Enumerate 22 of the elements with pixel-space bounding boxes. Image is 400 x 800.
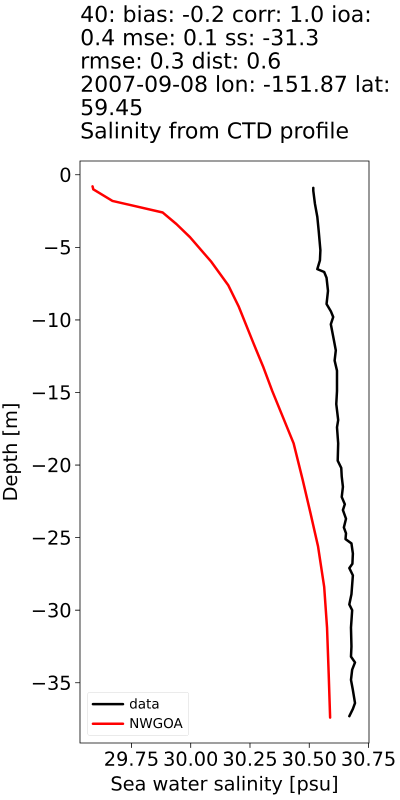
line-series [312,186,356,718]
y-tick-label: 0 [60,167,70,182]
legend-label: NWGOA [130,718,183,728]
y-tick-label: −35 [32,675,70,690]
y-tick-label: −10 [32,312,70,328]
y-tick-label: −30 [32,602,70,618]
y-tick-label: −5 [45,240,70,255]
y-tick-label: −25 [32,530,70,545]
chart-subtitle: 40: bias: -0.2 corr: 1.0 ioa: 0.4 mse: 0.1 ss: -31.3 rmse: 0.3 dist: 0.6 [81,5,370,69]
text: 2007-09-08 lon: -151.87 lat: 59.45 [82,75,388,116]
y-axis-title: Depth [m] [2,404,22,500]
x-axis-title: Sea water salinity [psu] [112,776,337,795]
chart-title: Salinity from CTD profile [82,122,348,143]
x-tick-label: 30.75 [342,751,394,766]
y-tick-label: −15 [32,385,70,400]
legend-label: data [130,698,158,709]
x-tick-label: 30.50 [283,751,336,766]
y-tick-label: −20 [32,458,70,472]
line-series [91,185,332,719]
x-tick-label: 30.00 [164,751,218,766]
x-tick-label: 30.25 [224,751,276,766]
x-tick-label: 29.75 [105,751,158,766]
